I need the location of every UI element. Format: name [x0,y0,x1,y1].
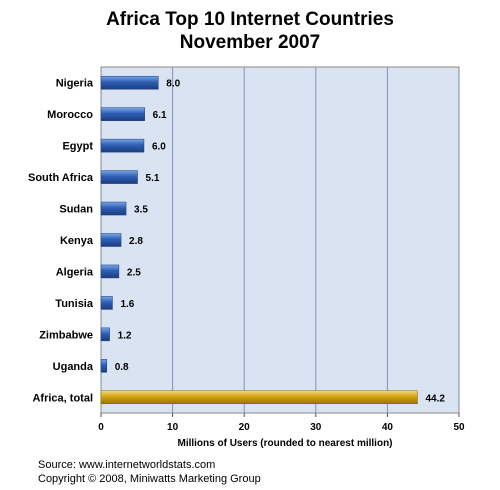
footer: Source: www.internetworldstats.com Copyr… [38,458,261,486]
category-labels: Nigeria Morocco Egypt South Africa Sudan Keny… [28,78,94,405]
category-label: Zimbabwe [39,329,93,341]
bar-tunisia [100,296,113,310]
bar-algeria [100,264,120,279]
chart-title-line1: Africa Top 10 Internet Countries [106,9,394,30]
x-tick-label: 0 [98,422,104,433]
value-label: 6.1 [153,110,167,121]
x-tick-label: 50 [453,422,465,433]
value-label: 5.1 [146,173,160,184]
chart-title: Africa Top 10 Internet Countries Novembe… [0,8,500,54]
gridlines [172,67,388,413]
bar-chart: Nigeria Morocco Egypt South Africa Sudan Keny… [28,66,465,449]
bar-morocco [100,107,145,121]
value-label: 6.0 [152,142,166,153]
bar-egypt [100,138,145,153]
category-label: Sudan [59,204,93,216]
x-axis-label: Millions of Users (rounded to nearest mi… [177,438,392,449]
bar-nigeria [100,75,159,90]
category-label: Egypt [62,141,93,153]
source-text: Source: www.internetworldstats.com [38,459,216,471]
plot-area [100,66,460,414]
category-label: South Africa [28,172,94,184]
x-tick-label: 30 [310,422,322,433]
x-ticks: 0 10 20 30 40 50 [98,413,465,433]
value-labels: 8.0 6.1 6.0 5.1 3.5 2.8 2.5 1.6 1.2 0.8 44.2 [115,79,446,405]
category-label: Nigeria [56,78,94,90]
bar-south-africa [100,170,138,184]
category-label: Morocco [47,109,93,121]
value-label: 8.0 [166,79,180,90]
bar-kenya [100,233,122,247]
chart-title-line2: November 2007 [179,32,321,53]
category-label: Uganda [53,361,94,373]
x-tick-label: 20 [239,422,251,433]
bars [100,75,418,405]
bar-africa-total [100,390,418,405]
category-label: Algeria [56,266,94,278]
value-label: 3.5 [134,205,148,216]
x-tick-label: 10 [167,422,179,433]
bar-zimbabwe [100,327,110,342]
value-label: 1.6 [120,299,134,310]
category-label: Africa, total [32,392,93,404]
bar-uganda [100,359,107,373]
copyright-text: Copyright © 2008, Miniwatts Marketing Gr… [38,473,261,485]
value-label: 1.2 [118,330,132,341]
value-label: 2.8 [129,236,143,247]
category-label: Tunisia [55,298,94,310]
bar-sudan [100,201,127,216]
value-label: 0.8 [115,362,129,373]
x-tick-label: 40 [382,422,394,433]
value-label: 44.2 [425,393,445,404]
category-label: Kenya [60,235,94,247]
value-label: 2.5 [127,267,141,278]
